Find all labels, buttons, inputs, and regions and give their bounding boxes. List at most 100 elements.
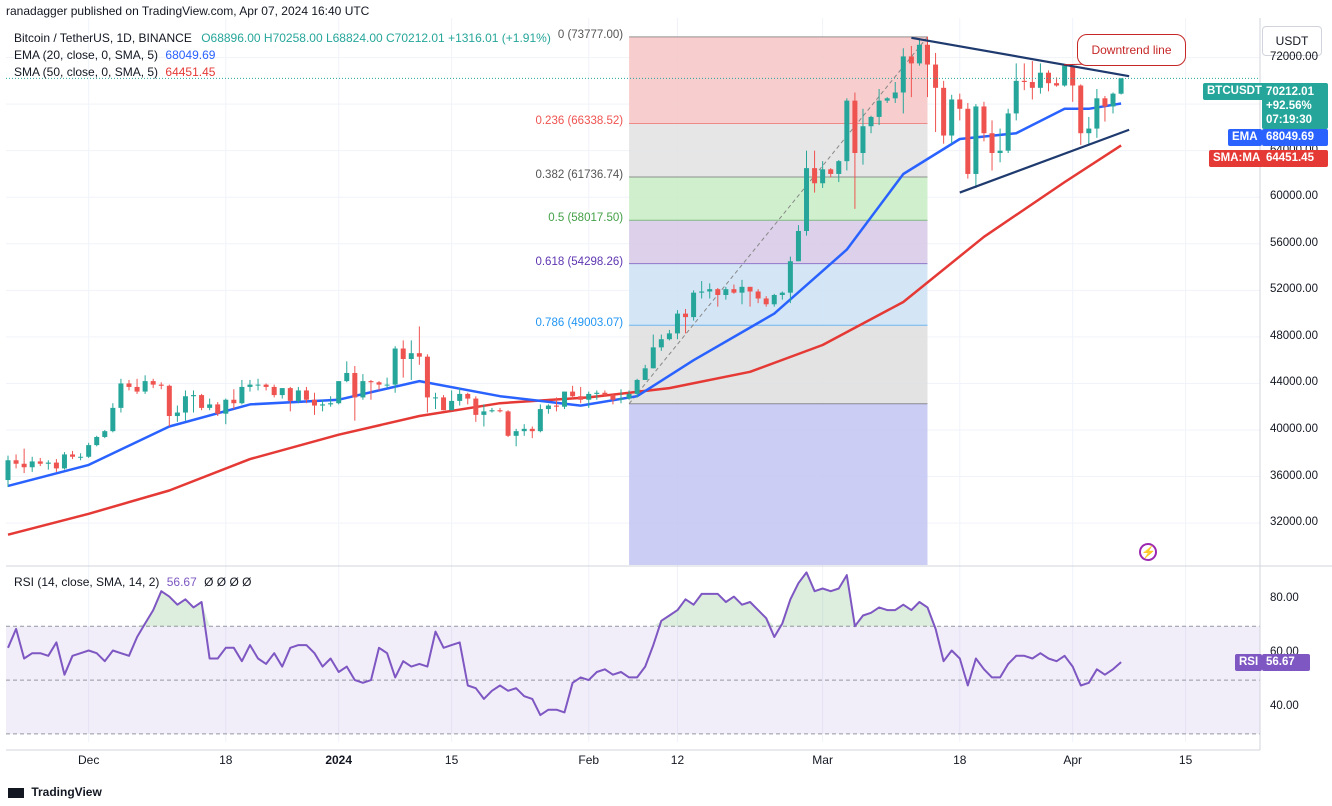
- fib-zone: [629, 403, 928, 565]
- rsi-overbought-fill: [806, 572, 815, 627]
- candle-body: [997, 150, 1003, 154]
- candle-body: [5, 460, 11, 481]
- candle-body: [432, 397, 438, 399]
- candle-body: [166, 385, 172, 417]
- candle-body: [424, 356, 430, 398]
- fib-zone: [629, 177, 928, 221]
- downtrend-line-annotation: Downtrend line: [1077, 34, 1186, 66]
- time-tick-label: 18: [219, 753, 233, 767]
- fib-zone: [629, 220, 928, 264]
- candle-body: [908, 56, 914, 64]
- rsi-overbought-fill: [709, 593, 718, 627]
- candle-body: [1037, 72, 1043, 88]
- candle-body: [900, 56, 906, 93]
- rsi-tick-label: 40.00: [1270, 700, 1299, 712]
- candle-body: [368, 381, 374, 383]
- candle-body: [537, 409, 543, 432]
- candle-body: [473, 398, 479, 415]
- rsi-price-tag: 56.67: [1262, 654, 1310, 671]
- sma-legend-label: SMA (50, close, 0, SMA, 5): [14, 65, 159, 79]
- candle-body: [1070, 65, 1076, 86]
- candle-body: [674, 313, 680, 334]
- candle-body: [973, 106, 979, 174]
- time-tick-label: Dec: [77, 753, 100, 767]
- candle-body: [836, 161, 842, 174]
- candle-body: [352, 372, 358, 398]
- rsi-overbought-fill: [661, 615, 670, 627]
- candle-body: [779, 292, 785, 295]
- candle-body: [239, 386, 245, 404]
- candle-body: [1021, 80, 1027, 83]
- time-tick-label: 18: [953, 753, 967, 767]
- candle-body: [1054, 83, 1060, 86]
- rsi-overbought-fill: [814, 588, 823, 627]
- candle-body: [1110, 93, 1116, 107]
- candle-body: [1013, 80, 1019, 114]
- candle-body: [666, 333, 672, 340]
- symbol-line: Bitcoin / TetherUS, 1D, BINANCE O68896.0…: [14, 31, 551, 45]
- candle-body: [53, 462, 59, 469]
- lightning-icon[interactable]: ⚡: [1139, 543, 1157, 561]
- candle-body: [868, 116, 874, 127]
- rsi-overbought-fill: [830, 588, 839, 627]
- candle-body: [207, 404, 213, 408]
- candle-body: [215, 404, 221, 414]
- rsi-overbought-fill: [693, 593, 702, 627]
- rsi-legend: RSI (14, close, SMA, 14, 2) 56.67 Ø Ø Ø …: [14, 575, 251, 589]
- candle-body: [1102, 98, 1108, 107]
- candle-body: [594, 392, 600, 394]
- candle-body: [642, 368, 648, 380]
- sma-tag: SMA:MA: [1209, 150, 1265, 167]
- support-line[interactable]: [959, 128, 1130, 194]
- candle-body: [255, 384, 261, 386]
- candle-body: [199, 395, 205, 408]
- candle-body: [449, 400, 455, 411]
- currency-button[interactable]: USDT: [1262, 26, 1322, 56]
- time-tick-label: 12: [670, 753, 685, 767]
- candle-body: [731, 289, 737, 293]
- fib-zone: [629, 325, 928, 404]
- candle-body: [481, 411, 487, 415]
- rsi-overbought-fill: [838, 575, 847, 627]
- candle-body: [1118, 78, 1124, 94]
- last-price-tag: 70212.01 +92.56% 07:19:30: [1262, 83, 1328, 129]
- sma-legend: SMA (50, close, 0, SMA, 5) 64451.45: [14, 65, 215, 79]
- candle-body: [400, 348, 406, 360]
- candle-body: [529, 428, 535, 432]
- candle-body: [384, 384, 390, 386]
- candle-body: [45, 462, 51, 464]
- fib-diagonal: [628, 36, 928, 405]
- candle-body: [86, 445, 92, 457]
- rsi-overbought-fill: [798, 572, 807, 627]
- candle-body: [1005, 113, 1011, 151]
- footer-brand-text: TradingView: [31, 785, 102, 799]
- candle-body: [618, 398, 624, 400]
- ema-tag: EMA: [1228, 129, 1262, 146]
- candle-body: [408, 353, 414, 360]
- candle-body: [457, 393, 463, 401]
- rsi-legend-extra: Ø Ø Ø Ø: [204, 575, 252, 589]
- candle-body: [191, 395, 197, 397]
- candle-body: [513, 431, 519, 436]
- candle-body: [1045, 72, 1051, 84]
- rsi-overbought-fill: [701, 593, 710, 627]
- candle-body: [723, 289, 729, 295]
- price-pane: [5, 18, 1260, 742]
- candle-body: [562, 391, 568, 407]
- candle-body: [279, 388, 285, 396]
- candle-body: [263, 384, 269, 387]
- candle-body: [295, 390, 301, 401]
- candle-body: [150, 381, 156, 385]
- candle-body: [957, 99, 963, 109]
- last-symbol-tag: BTCUSDT: [1203, 83, 1266, 100]
- candle-body: [989, 133, 995, 154]
- downtrend-line[interactable]: [911, 36, 1130, 78]
- candle-body: [489, 410, 495, 412]
- candle-body: [844, 100, 850, 162]
- candle-body: [949, 99, 955, 136]
- candle-body: [570, 391, 576, 397]
- candle-body: [223, 399, 229, 414]
- candle-body: [158, 384, 164, 386]
- candle-body: [441, 397, 447, 411]
- candle-body: [699, 291, 705, 293]
